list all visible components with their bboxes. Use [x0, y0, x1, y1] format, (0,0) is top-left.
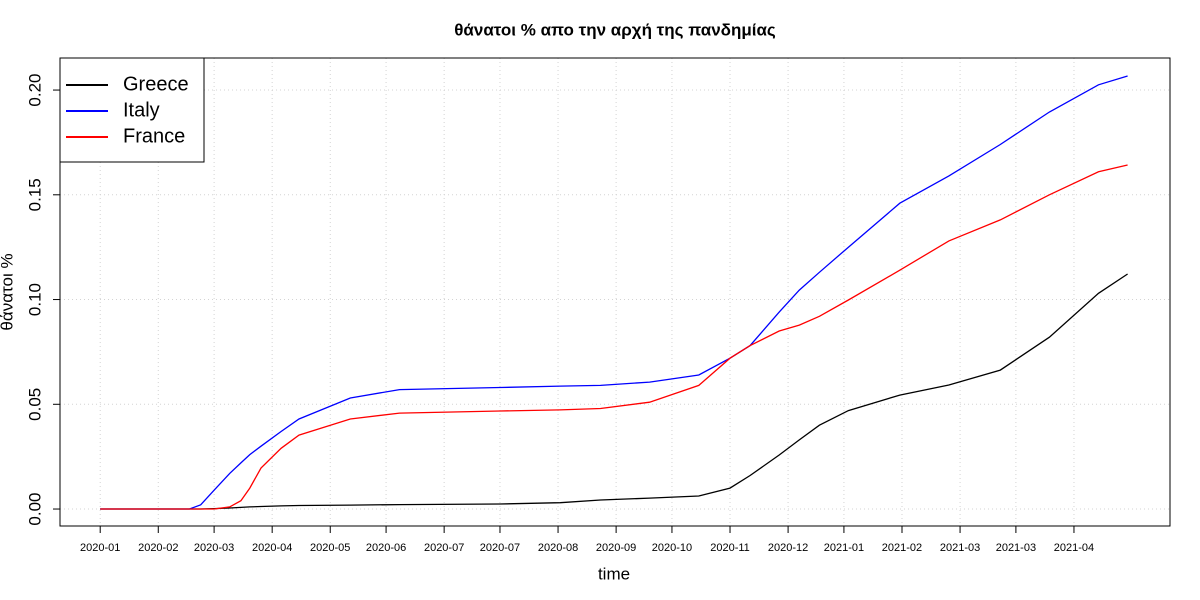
- x-axis-label: time: [598, 564, 630, 583]
- y-tick-label: 0.10: [25, 283, 44, 316]
- x-tick-label: 2020-03: [194, 542, 234, 554]
- series-line: [100, 164, 1128, 510]
- y-tick-label: 0.15: [25, 178, 44, 211]
- x-tick-label: 2021-02: [882, 542, 922, 554]
- x-tick-label: 2021-03: [940, 542, 980, 554]
- x-tick-label: 2020-04: [252, 542, 292, 554]
- y-tick-label: 0.20: [25, 74, 44, 107]
- legend-label: Italy: [123, 99, 160, 121]
- legend-label: Greece: [123, 73, 189, 95]
- x-tick-label: 2020-10: [652, 542, 692, 554]
- legend-label: France: [123, 125, 185, 147]
- x-tick-label: 2020-01: [80, 542, 120, 554]
- x-tick-label: 2021-01: [824, 542, 864, 554]
- x-tick-label: 2020-02: [138, 542, 178, 554]
- series-line: [100, 273, 1128, 510]
- x-tick-label: 2020-11: [710, 542, 750, 554]
- x-tick-label: 2021-04: [1054, 542, 1094, 554]
- x-tick-label: 2020-08: [538, 542, 578, 554]
- y-tick-label: 0.05: [25, 388, 44, 421]
- y-axis-label: θάνατοι %: [0, 253, 16, 330]
- series-line: [100, 75, 1128, 510]
- chart-title: θάνατοι % απο την αρχή της πανδημίας: [454, 20, 776, 39]
- plot-frame: [59, 57, 1171, 527]
- x-tick-label: 2020-06: [366, 542, 406, 554]
- x-tick-label: 2020-07: [480, 542, 520, 554]
- y-tick-label: 0.00: [25, 492, 44, 525]
- x-tick-label: 2020-05: [310, 542, 350, 554]
- x-tick-label: 2020-12: [768, 542, 808, 554]
- x-tick-label: 2020-07: [424, 542, 464, 554]
- x-tick-label: 2021-03: [996, 542, 1036, 554]
- x-tick-label: 2020-09: [596, 542, 636, 554]
